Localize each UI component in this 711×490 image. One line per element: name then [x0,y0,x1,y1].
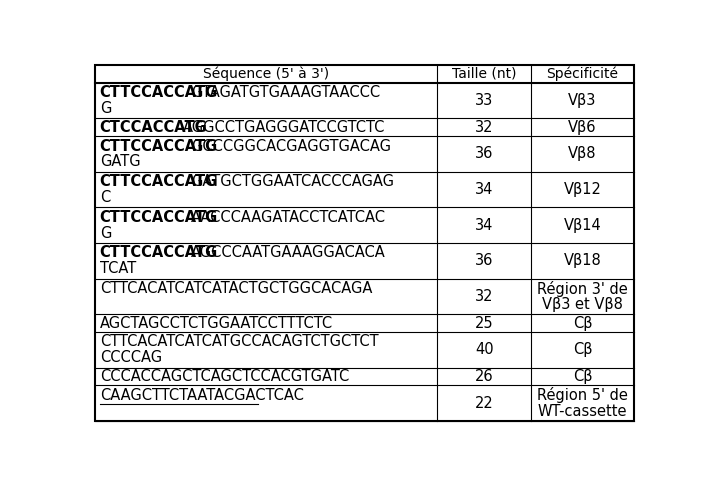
Text: 25: 25 [475,316,493,331]
Text: 22: 22 [475,396,493,411]
Text: C: C [100,190,110,205]
Text: 34: 34 [475,182,493,197]
Text: Séquence (5' à 3'): Séquence (5' à 3') [203,67,329,81]
Text: Spécificité: Spécificité [547,67,619,81]
Text: GATGCTGGAATCACCCAGAG: GATGCTGGAATCACCCAGAG [191,174,395,189]
Text: GTAGATGTGAAAGTAACCC: GTAGATGTGAAAGTAACCC [191,85,380,100]
Text: Vβ8: Vβ8 [568,147,597,162]
Text: WT-cassette: WT-cassette [538,404,627,418]
Text: Cβ: Cβ [573,369,592,384]
Text: Vβ18: Vβ18 [564,253,602,269]
Text: Cβ: Cβ [573,343,592,357]
Text: Vβ3: Vβ3 [568,93,597,108]
Text: 34: 34 [475,218,493,233]
Text: 33: 33 [475,93,493,108]
Text: G: G [100,101,111,116]
Text: CTTCACATCATCATGCCACAGTCTGCTCT: CTTCACATCATCATGCCACAGTCTGCTCT [100,335,378,349]
Text: 40: 40 [475,343,493,357]
Text: GATG: GATG [100,154,140,170]
Text: 36: 36 [475,253,493,269]
Text: G: G [100,225,111,241]
Text: CTTCCACCATG: CTTCCACCATG [100,174,218,189]
Text: AGGCCTGAGGGATCCGTCTC: AGGCCTGAGGGATCCGTCTC [183,120,385,135]
Text: CAAGCTTCTAATACGACTCAC: CAAGCTTCTAATACGACTCAC [100,388,304,403]
Text: 36: 36 [475,147,493,162]
Text: Taille (nt): Taille (nt) [452,67,516,81]
Text: TCAT: TCAT [100,261,136,276]
Text: CCCCAG: CCCCAG [100,350,162,365]
Text: CTTCACATCATCATACTGCTGGCACAGA: CTTCACATCATCATACTGCTGGCACAGA [100,281,372,296]
Text: GCCCGGCACGAGGTGACAG: GCCCGGCACGAGGTGACAG [191,139,391,154]
Text: CTCCACCATG: CTCCACCATG [100,120,208,135]
Text: CCCACCAGCTCAGCTCCACGTGATC: CCCACCAGCTCAGCTCCACGTGATC [100,369,349,384]
Text: Cβ: Cβ [573,316,592,331]
Text: CTTCCACCATG: CTTCCACCATG [100,139,218,154]
Text: AGCTAGCCTCTGGAATCCTTTCTC: AGCTAGCCTCTGGAATCCTTTCTC [100,316,333,331]
Text: Vβ14: Vβ14 [564,218,602,233]
Text: AGCCCAATGAAAGGACACA: AGCCCAATGAAAGGACACA [191,245,386,261]
Text: CTTCCACCATG: CTTCCACCATG [100,85,218,100]
Text: Région 3' de: Région 3' de [537,281,628,296]
Text: CTTCCACCATG: CTTCCACCATG [100,245,218,261]
Text: Vβ12: Vβ12 [564,182,602,197]
Text: AACCCAAGATACCTCATCAC: AACCCAAGATACCTCATCAC [191,210,386,225]
Text: 26: 26 [475,369,493,384]
Text: CTTCCACCATG: CTTCCACCATG [100,210,218,225]
Text: Vβ3 et Vβ8: Vβ3 et Vβ8 [542,297,623,312]
Text: 32: 32 [475,289,493,304]
Text: Région 5' de: Région 5' de [537,388,628,403]
Text: Vβ6: Vβ6 [568,120,597,135]
Text: 32: 32 [475,120,493,135]
